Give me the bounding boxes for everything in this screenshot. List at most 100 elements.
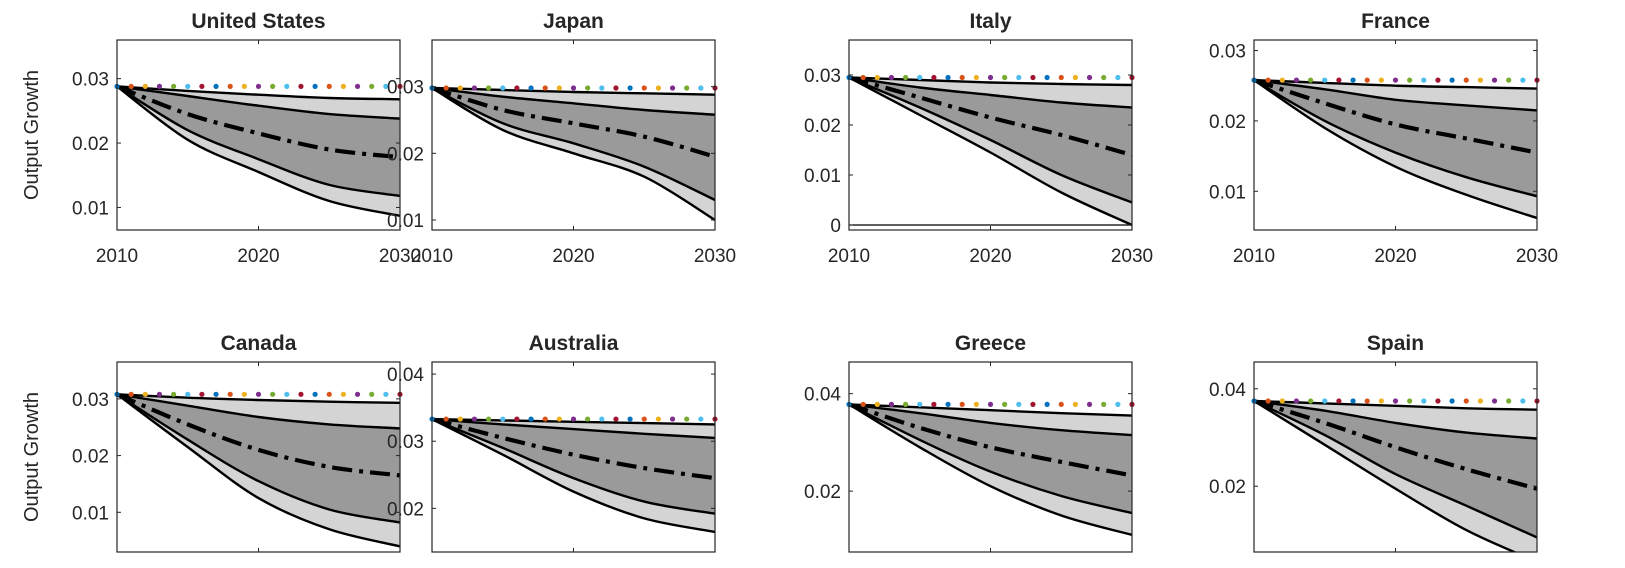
baseline-dot: [1520, 77, 1526, 83]
baseline-dot: [1293, 398, 1300, 404]
median-line: [117, 392, 400, 478]
baseline-dot: [284, 391, 290, 397]
baseline-dot: [213, 83, 219, 89]
x-tick-label: 2020: [1374, 246, 1416, 267]
baseline-dot: [1058, 74, 1064, 81]
outer-lower-line: [1254, 79, 1537, 220]
baseline-dot: [1336, 398, 1342, 404]
baseline-dot: [987, 74, 994, 81]
baseline-dot: [457, 416, 463, 422]
baseline-dot: [1491, 398, 1498, 404]
baseline-dot: [698, 85, 704, 91]
outer-lower-line: [432, 418, 715, 534]
y-tick-label: 0.02: [387, 499, 424, 520]
baseline-dot: [471, 416, 478, 422]
baseline-dot: [627, 85, 633, 91]
baseline-dot: [227, 83, 233, 89]
baseline-dot: [860, 401, 866, 407]
panel-title: United States: [191, 10, 325, 33]
y-tick-label: 0.04: [804, 385, 841, 406]
baseline-dot: [570, 416, 577, 422]
baseline-dot: [1392, 77, 1399, 83]
baseline-dot: [542, 85, 548, 91]
baseline-dot: [1044, 74, 1050, 81]
median-line: [117, 84, 400, 160]
baseline-dot: [959, 401, 965, 407]
baseline-dot: [443, 85, 449, 91]
x-tick-label: 2030: [379, 246, 421, 267]
baseline-dot: [1002, 401, 1008, 407]
inner-upper-line: [117, 393, 400, 430]
baseline-dot: [142, 83, 148, 89]
baseline-dot: [684, 416, 690, 422]
x-tick-label: 2010: [96, 246, 138, 267]
baseline-dot: [241, 391, 247, 397]
baseline-dot: [312, 391, 318, 397]
x-tick-label: 2020: [552, 246, 594, 267]
baseline-dot: [931, 74, 937, 81]
baseline-dot: [1308, 77, 1314, 83]
baseline-dot: [585, 85, 591, 91]
baseline-dot: [613, 85, 619, 91]
baseline-dot: [369, 391, 375, 397]
baseline-dot: [874, 74, 880, 81]
plot-area: [432, 417, 715, 534]
x-tick-label: 2020: [237, 246, 279, 267]
inner-band: [849, 404, 1132, 513]
baseline-dot: [156, 391, 163, 397]
baseline-dot: [500, 416, 506, 422]
baseline-dot: [542, 416, 548, 422]
baseline-dot: [298, 83, 304, 89]
y-tick-label: 0.03: [387, 78, 424, 99]
baseline-dot: [142, 391, 148, 397]
baseline-dot: [1115, 74, 1121, 81]
baseline-dot: [641, 416, 647, 422]
baseline-dot: [860, 74, 866, 81]
baseline-dot: [185, 391, 191, 397]
baseline-dot: [326, 83, 332, 89]
panel-title: Canada: [221, 332, 297, 355]
baseline-dot: [1421, 77, 1427, 83]
baseline-dot: [556, 416, 562, 422]
panel-title: Greece: [955, 332, 1026, 355]
baseline-dot: [1279, 77, 1285, 83]
baseline-dot: [1392, 398, 1399, 404]
inner-upper-line: [1254, 78, 1537, 112]
baseline-dot: [213, 391, 219, 397]
baseline-dot: [973, 401, 979, 407]
panel-italy: 0 0.01 0.02 0.03 2010 2020 2030 Italy: [804, 10, 1153, 267]
baseline-dot: [655, 85, 662, 91]
y-axis-label: Output Growth: [21, 70, 43, 200]
baseline-dot: [1463, 77, 1469, 83]
median-line: [849, 402, 1132, 478]
plot-area: [432, 85, 715, 222]
inner-lower-line: [1254, 399, 1537, 539]
y-tick-label: 0.01: [387, 211, 424, 232]
baseline-dot: [641, 85, 647, 91]
inner-band: [432, 419, 715, 514]
baseline-dot: [1407, 77, 1413, 83]
baseline-dot: [255, 391, 262, 397]
inner-lower-line: [117, 393, 400, 524]
baseline-dot: [599, 85, 605, 91]
outer-lower-line: [849, 76, 1132, 227]
baseline-dot: [528, 85, 534, 91]
y-tick-label: 0.02: [804, 482, 841, 503]
baseline-dot: [556, 85, 562, 91]
panel-united-states: 0.01 0.02 0.03 2010 2020 2030 United States Out…: [21, 10, 421, 267]
baseline-dot: [627, 416, 633, 422]
baseline-dot: [959, 74, 965, 81]
baseline-dot: [1435, 398, 1441, 404]
baseline-dot: [1293, 77, 1300, 83]
baseline-dot: [443, 416, 449, 422]
baseline-dot: [383, 83, 389, 89]
panel-title: Italy: [969, 10, 1011, 33]
baseline-dot: [1101, 74, 1107, 81]
y-tick-label: 0.02: [804, 116, 841, 137]
y-tick-label: 0.02: [387, 144, 424, 165]
y-tick-label: 0.02: [1209, 477, 1246, 498]
baseline-dot: [1002, 74, 1008, 81]
y-tick-label: 0.03: [72, 390, 109, 411]
baseline-dot: [1407, 398, 1413, 404]
